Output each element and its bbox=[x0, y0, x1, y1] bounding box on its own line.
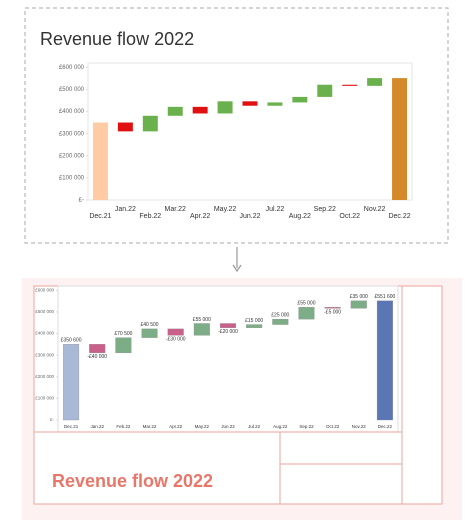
bar bbox=[92, 122, 108, 200]
value-label: £55 000 bbox=[193, 317, 211, 323]
value-label: -£30 000 bbox=[166, 337, 186, 343]
chart-title: Revenue flow 2022 bbox=[40, 29, 194, 49]
x-tick-label: Aug.22 bbox=[273, 424, 288, 429]
bar bbox=[142, 115, 158, 132]
y-tick-label: £100 000 bbox=[35, 396, 54, 401]
bar bbox=[192, 106, 208, 114]
arrow-head bbox=[232, 264, 242, 273]
bar bbox=[242, 101, 258, 106]
x-tick-label: Dec.22 bbox=[378, 424, 393, 429]
x-tick-label: May.22 bbox=[195, 424, 210, 429]
x-tick-label: May.22 bbox=[214, 206, 237, 213]
x-tick-label: Jun.22 bbox=[239, 213, 260, 220]
x-tick-label: Dec.21 bbox=[64, 424, 79, 429]
x-tick-label: Sep.22 bbox=[299, 424, 314, 429]
x-tick-label: Mar.22 bbox=[143, 424, 157, 429]
value-label: £35 000 bbox=[350, 294, 368, 300]
y-tick-label: £200 000 bbox=[59, 153, 85, 159]
bar bbox=[167, 106, 183, 116]
x-tick-label: Dec.21 bbox=[89, 213, 111, 220]
bar bbox=[317, 84, 333, 97]
x-tick-label: Jul.22 bbox=[248, 424, 261, 429]
y-tick-label: £500 000 bbox=[35, 309, 54, 314]
x-tick-label: Dec.22 bbox=[388, 213, 410, 220]
value-label: £40 500 bbox=[140, 322, 158, 328]
x-tick-label: Aug.22 bbox=[289, 213, 311, 220]
bar bbox=[246, 324, 263, 328]
bar bbox=[272, 319, 289, 325]
chart-title: Revenue flow 2022 bbox=[52, 471, 213, 491]
value-label: £70 500 bbox=[114, 331, 132, 337]
y-tick-label: £300 000 bbox=[35, 352, 54, 357]
bar bbox=[376, 300, 393, 421]
x-tick-label: Feb.22 bbox=[139, 213, 161, 220]
bar bbox=[367, 78, 383, 86]
x-tick-label: Jan.22 bbox=[115, 206, 136, 213]
value-label: -£40 000 bbox=[87, 354, 107, 360]
value-label: £551 600 bbox=[374, 294, 395, 300]
bar bbox=[193, 323, 210, 336]
plot-frame bbox=[87, 62, 413, 201]
x-tick-label: Nov.22 bbox=[364, 206, 386, 213]
y-tick-label: £300 000 bbox=[59, 131, 85, 137]
bar bbox=[298, 307, 315, 320]
value-label: £15 000 bbox=[245, 318, 263, 324]
x-tick-label: Oct.22 bbox=[339, 213, 360, 220]
bar bbox=[292, 96, 308, 103]
bar bbox=[217, 101, 233, 114]
value-label: £350 600 bbox=[61, 338, 82, 344]
bar bbox=[342, 84, 358, 86]
bar bbox=[117, 122, 133, 132]
value-label: £25 000 bbox=[271, 312, 289, 318]
y-tick-label: £500 000 bbox=[59, 87, 85, 93]
value-label: -£5 000 bbox=[324, 310, 341, 316]
bar bbox=[63, 344, 80, 421]
bar bbox=[392, 78, 408, 200]
bar bbox=[350, 300, 367, 309]
x-tick-label: Sep.22 bbox=[314, 206, 336, 213]
x-tick-label: Feb.22 bbox=[116, 424, 131, 429]
y-tick-label: £- bbox=[50, 417, 55, 422]
x-tick-label: Nov.22 bbox=[352, 424, 366, 429]
x-tick-label: Jan.22 bbox=[90, 424, 104, 429]
value-label: £55 000 bbox=[297, 301, 315, 307]
x-tick-label: Mar.22 bbox=[165, 206, 187, 213]
x-tick-label: Jul.22 bbox=[266, 206, 285, 213]
bar bbox=[324, 307, 341, 309]
x-tick-label: Apr.22 bbox=[190, 213, 210, 220]
y-tick-label: £600 000 bbox=[35, 288, 54, 293]
bar bbox=[220, 323, 236, 328]
bar bbox=[167, 328, 184, 336]
y-tick-label: £400 000 bbox=[59, 109, 85, 115]
bar bbox=[115, 337, 132, 354]
y-tick-label: £600 000 bbox=[59, 65, 85, 71]
x-tick-label: Jun.22 bbox=[221, 424, 235, 429]
y-tick-label: £200 000 bbox=[35, 374, 54, 379]
bar bbox=[89, 344, 106, 354]
x-tick-label: Apr.22 bbox=[169, 424, 183, 429]
x-tick-label: Oct.22 bbox=[326, 424, 340, 429]
y-tick-label: £100 000 bbox=[59, 175, 85, 181]
value-label: -£20 000 bbox=[218, 329, 238, 335]
bar bbox=[141, 328, 158, 338]
slide-frame bbox=[33, 285, 443, 505]
y-tick-label: £- bbox=[79, 198, 84, 204]
bar bbox=[267, 102, 283, 106]
y-tick-label: £400 000 bbox=[35, 331, 54, 336]
